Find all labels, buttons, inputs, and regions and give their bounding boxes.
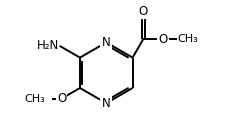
Text: O: O [158, 33, 168, 46]
Text: H₂N: H₂N [37, 39, 59, 52]
Text: O: O [57, 92, 66, 105]
Text: N: N [102, 97, 111, 110]
Text: CH₃: CH₃ [25, 94, 46, 104]
Text: CH₃: CH₃ [177, 34, 198, 44]
Text: O: O [139, 5, 148, 18]
Text: N: N [102, 36, 111, 49]
